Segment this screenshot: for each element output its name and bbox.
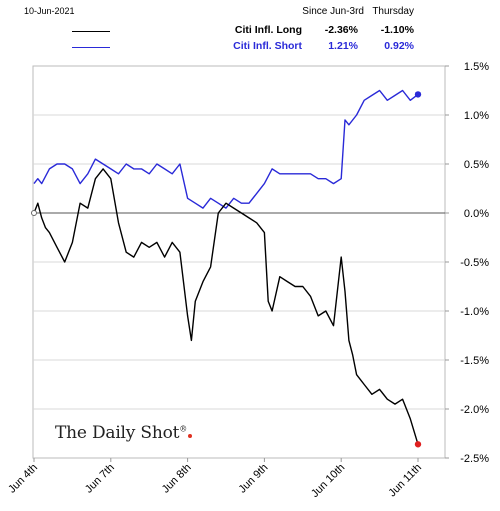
short-since-value: 1.21%: [328, 40, 358, 52]
y-tick-label: 1.5%: [464, 61, 489, 73]
end-marker-short: [414, 91, 422, 98]
legend-line-short: [72, 47, 110, 48]
logo-dot-icon: [188, 434, 193, 438]
daily-shot-logo: The Daily Shot®: [55, 423, 193, 443]
y-tick-label: -1.5%: [460, 355, 489, 367]
series-group: [31, 89, 422, 448]
y-tick-label: 0.0%: [464, 208, 489, 220]
y-axis-ticks: 1.5% 1.0% 0.5% 0.0% -0.5% -1.0% -1.5% -2.0% -2.5…: [33, 61, 489, 465]
y-tick-label: -2.5%: [460, 453, 489, 465]
report-date: 10-Jun-2021: [24, 6, 75, 16]
y-tick-label: 1.0%: [464, 110, 489, 122]
x-axis-ticks: Jun 4th Jun 7th Jun 8th Jun 9th Jun 10th Jun …: [6, 458, 424, 500]
y-tick-label: -1.0%: [460, 306, 489, 318]
x-tick-label: Jun 7th: [83, 462, 117, 496]
series-line-short: [33, 89, 419, 209]
legend-line-long: [72, 31, 110, 32]
column-header-since: Since Jun-3rd: [302, 6, 364, 17]
logo-mark: ®: [179, 424, 188, 434]
x-tick-label: Jun 9th: [237, 462, 271, 496]
end-marker-long: [414, 441, 422, 448]
logo-text: The Daily Shot: [55, 423, 180, 443]
x-tick-label: Jun 4th: [6, 462, 40, 496]
long-since-value: -2.36%: [324, 24, 358, 36]
series-line-long: [33, 168, 419, 445]
short-thursday-value: 0.92%: [384, 40, 414, 52]
column-header-thursday: Thursday: [372, 6, 414, 17]
y-tick-label: -2.0%: [460, 404, 489, 416]
long-thursday-value: -1.10%: [380, 24, 414, 36]
legend-label-short: Citi Infl. Short: [233, 40, 302, 52]
y-tick-label: 0.5%: [464, 159, 489, 171]
start-marker: [31, 210, 37, 216]
y-tick-label: -0.5%: [460, 257, 489, 269]
x-tick-label: Jun 10th: [309, 462, 347, 500]
x-tick-label: Jun 8th: [160, 462, 194, 496]
legend-label-long: Citi Infl. Long: [234, 24, 302, 36]
x-tick-label: Jun 11th: [386, 462, 424, 500]
